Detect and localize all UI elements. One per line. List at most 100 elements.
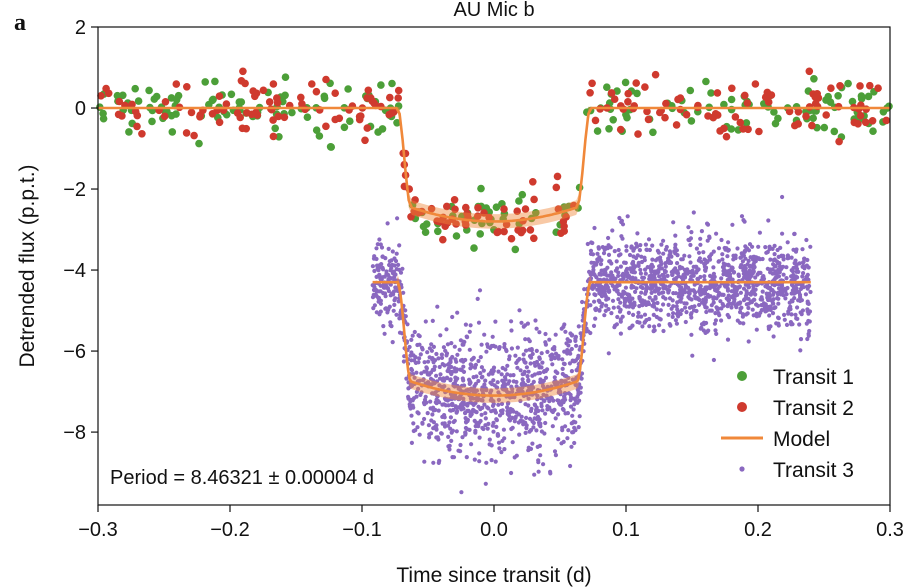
data-point: [643, 291, 648, 296]
data-point: [721, 264, 726, 269]
data-point: [670, 298, 675, 303]
data-point: [509, 319, 514, 324]
data-point: [463, 432, 468, 437]
data-point: [729, 289, 734, 294]
data-point: [483, 411, 488, 416]
data-point: [701, 297, 706, 302]
data-point: [617, 309, 623, 314]
data-point: [477, 288, 483, 293]
data-point: [549, 396, 554, 401]
data-point: [372, 303, 377, 308]
data-point: [712, 274, 717, 279]
data-point: [527, 354, 533, 359]
data-point: [789, 291, 794, 296]
data-point: [684, 310, 689, 315]
data-point: [646, 301, 652, 307]
data-point: [115, 97, 124, 106]
data-point: [766, 326, 772, 332]
data-point: [691, 210, 696, 215]
data-point: [431, 408, 436, 413]
data-point: [412, 375, 417, 380]
data-point: [805, 67, 814, 76]
data-point: [462, 339, 467, 345]
data-point: [723, 271, 728, 276]
data-point: [776, 315, 781, 320]
data-point: [550, 424, 555, 429]
data-point: [490, 399, 496, 404]
data-point: [243, 109, 251, 117]
data-point: [642, 312, 648, 317]
data-point: [789, 312, 794, 317]
data-point: [784, 265, 789, 270]
data-point: [781, 272, 786, 277]
data-point: [397, 243, 402, 248]
data-point: [647, 324, 652, 329]
data-point: [655, 300, 660, 306]
data-point: [746, 248, 752, 253]
data-point: [531, 379, 536, 384]
data-point: [335, 114, 344, 123]
data-point: [485, 426, 490, 431]
data-point: [627, 252, 633, 258]
data-point: [611, 305, 616, 310]
data-point: [453, 369, 458, 374]
data-point: [537, 356, 542, 361]
data-point: [471, 355, 476, 360]
data-point: [494, 424, 499, 429]
data-point: [237, 98, 246, 106]
data-point: [675, 261, 680, 266]
data-point: [485, 342, 490, 347]
data-point: [381, 324, 386, 329]
data-point: [526, 226, 535, 234]
data-point: [417, 356, 422, 361]
data-point: [606, 235, 611, 241]
data-point: [606, 252, 612, 257]
data-point: [222, 100, 231, 108]
data-point: [665, 273, 670, 278]
data-point: [409, 368, 415, 373]
data-point: [591, 260, 597, 266]
data-point: [458, 449, 463, 454]
data-point: [530, 441, 535, 446]
data-point: [780, 231, 785, 236]
data-point: [436, 460, 441, 465]
data-point: [685, 267, 690, 272]
data-point: [445, 397, 450, 402]
data-point: [131, 107, 140, 116]
data-point: [805, 272, 810, 277]
data-point: [442, 424, 448, 429]
data-point: [742, 249, 747, 254]
data-point: [517, 389, 522, 394]
data-point: [797, 322, 802, 327]
data-point: [638, 267, 643, 272]
data-point: [331, 89, 340, 97]
data-point: [496, 390, 501, 395]
data-point: [506, 400, 511, 406]
data-point: [415, 425, 420, 430]
data-point: [183, 83, 191, 91]
data-point: [501, 427, 506, 432]
data-point: [539, 365, 544, 370]
data-point: [538, 453, 543, 458]
data-point: [720, 302, 725, 307]
data-point: [493, 319, 498, 324]
data-point: [777, 261, 782, 266]
data-point: [695, 277, 701, 282]
data-point: [461, 396, 466, 401]
y-axis: 2 0 −2 −4 −6 −8: [63, 17, 98, 444]
data-point: [411, 405, 416, 410]
data-point: [523, 430, 528, 435]
data-point: [737, 320, 743, 325]
data-point: [383, 256, 388, 261]
data-point: [315, 132, 324, 140]
data-point: [543, 375, 549, 380]
data-point: [673, 242, 678, 247]
data-point: [545, 396, 550, 401]
data-point: [484, 460, 489, 465]
data-point: [444, 375, 450, 380]
data-point: [540, 360, 545, 365]
data-point: [610, 95, 619, 103]
data-point: [760, 297, 765, 302]
data-point: [552, 183, 561, 192]
data-point: [861, 118, 870, 127]
